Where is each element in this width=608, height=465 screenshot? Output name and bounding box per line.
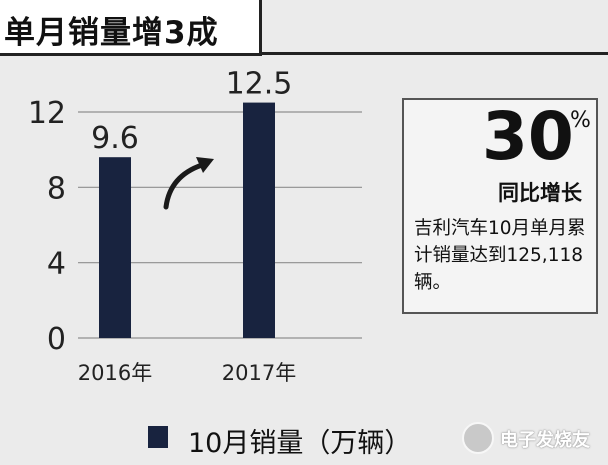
bar bbox=[99, 157, 131, 338]
title-underline bbox=[262, 52, 608, 55]
watermark-text: 电子发烧友 bbox=[500, 430, 590, 451]
y-tick-label: 0 bbox=[47, 322, 66, 357]
data-label: 9.6 bbox=[91, 121, 139, 156]
sales-description: 吉利汽车10月单月累计销量达到125,118辆。 bbox=[414, 218, 586, 293]
watermark: 电子发烧友 bbox=[462, 418, 602, 456]
legend-label: 10月销量（万辆） bbox=[188, 428, 412, 459]
legend-swatch bbox=[148, 426, 168, 448]
y-tick-label: 12 bbox=[28, 96, 66, 131]
growth-arrowhead-icon bbox=[196, 157, 214, 173]
x-tick-label: 2017年 bbox=[222, 361, 296, 385]
title-box: 单月销量增3成 bbox=[0, 0, 262, 56]
growth-value: 30 bbox=[482, 98, 574, 175]
bar-chart: 0 4 8 12 9.6 2016年 12.5 2017年 bbox=[28, 67, 362, 385]
data-label: 12.5 bbox=[226, 67, 293, 102]
bar bbox=[243, 102, 275, 338]
growth-label: 同比增长 bbox=[498, 181, 582, 205]
watermark-logo-icon bbox=[462, 422, 494, 454]
growth-arrow-icon bbox=[163, 162, 205, 210]
y-tick-label: 8 bbox=[47, 171, 66, 206]
stat-box: 30 % 同比增长 吉利汽车10月单月累计销量达到125,118辆。 bbox=[402, 98, 598, 314]
y-tick-label: 4 bbox=[47, 247, 66, 282]
percent-sign: % bbox=[570, 108, 591, 133]
x-tick-label: 2016年 bbox=[78, 361, 152, 385]
page-title: 单月销量增3成 bbox=[4, 15, 219, 51]
